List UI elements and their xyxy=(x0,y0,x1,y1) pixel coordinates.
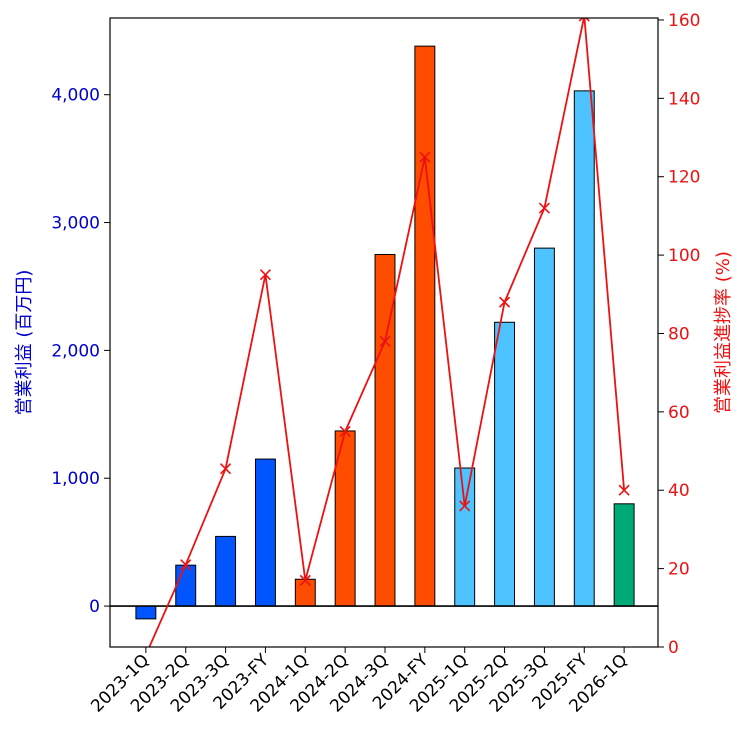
bar-2025-2Q xyxy=(494,321,516,607)
left-axis-label: 営業利益 (百万円) xyxy=(14,270,35,416)
bar-2026-1Q xyxy=(613,503,635,607)
x-axis-ticks: 2023-1Q2023-2Q2023-3Q2023-FY2024-1Q2024-… xyxy=(87,647,632,717)
left-tick-label: 0 xyxy=(89,597,100,617)
bar-2023-FY xyxy=(254,458,276,607)
progress-marker-2025-2Q xyxy=(498,296,511,308)
right-tick-label: 100 xyxy=(668,246,700,266)
bars-layer xyxy=(135,45,635,620)
bar-2024-FY xyxy=(414,45,436,607)
left-axis-ticks: 0 1,000 2,000 3,000 4,000 xyxy=(51,86,110,617)
progress-line-layer xyxy=(148,18,630,647)
bar-2024-1Q xyxy=(294,578,316,607)
left-tick-label: 4,000 xyxy=(51,86,100,106)
progress-marker-2025-FY xyxy=(578,18,590,22)
right-tick-label: 0 xyxy=(668,638,679,658)
right-tick-label: 20 xyxy=(668,560,690,580)
bar-2023-1Q xyxy=(135,605,157,620)
left-tick-label: 1,000 xyxy=(51,469,100,489)
right-tick-label: 160 xyxy=(668,11,700,31)
progress-marker-2023-3Q xyxy=(220,463,232,475)
right-tick-label: 80 xyxy=(668,324,690,344)
progress-marker-2024-2Q xyxy=(339,425,351,438)
progress-marker-2024-FY xyxy=(419,151,431,163)
bar-2023-3Q xyxy=(215,535,237,607)
right-axis-ticks: 0 20 40 60 80 100 120 140 160 xyxy=(658,11,700,658)
progress-marker-2025-3Q xyxy=(538,202,550,214)
bar-2025-1Q xyxy=(454,467,476,607)
progress-marker-2024-3Q xyxy=(379,335,391,347)
bar-2025-3Q xyxy=(533,247,555,607)
progress-marker-2023-2Q xyxy=(180,559,192,571)
progress-marker-2024-1Q xyxy=(299,574,311,586)
right-tick-label: 40 xyxy=(668,481,690,501)
progress-marker-2025-1Q xyxy=(459,500,471,512)
progress-marker-2023-FY xyxy=(259,269,271,281)
right-tick-label: 140 xyxy=(668,89,700,109)
progress-marker-2026-1Q xyxy=(618,484,630,496)
left-tick-label: 2,000 xyxy=(51,341,100,361)
bar-2023-2Q xyxy=(175,564,197,607)
right-tick-label: 60 xyxy=(668,403,690,423)
bar-2025-FY xyxy=(573,90,595,607)
plot-frame xyxy=(109,17,659,648)
right-tick-label: 120 xyxy=(668,168,700,188)
left-tick-label: 3,000 xyxy=(51,214,100,234)
right-axis-label: 営業利益進捗率 (%) xyxy=(713,251,734,414)
